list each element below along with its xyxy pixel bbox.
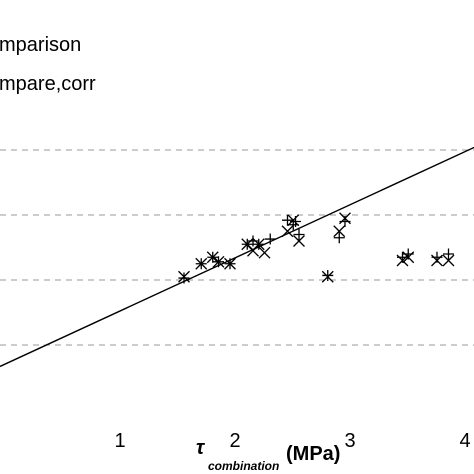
x-tick-label: 2 [229,430,240,452]
markers-layer [178,212,455,284]
x-axis-label-unit: (MPa) [286,443,340,465]
x-tick-label: 4 [459,430,470,452]
cross-marker [402,251,415,264]
fit-line-layer [0,146,474,368]
x-tick-labels: 1 2 3 4 [114,430,470,452]
x-axis-label: τ combination (MPa) [196,437,340,473]
cross-marker [212,255,225,268]
legend-entry-2: mpare,corr [0,73,96,95]
plus-marker [322,269,334,281]
plus-marker [293,229,305,240]
cross-marker [431,254,443,267]
cross-marker [321,270,334,283]
plus-marker [247,235,259,247]
plus-marker [264,233,276,245]
cross-marker [333,225,346,238]
cross-marker [252,238,265,251]
cross-marker [293,235,305,247]
x-tick-label: 3 [344,430,355,452]
cross-marker [224,257,236,270]
gridlines [0,149,474,346]
legend-entry-1: mparison [0,34,81,56]
cross-marker [281,225,294,238]
cross-marker [442,254,455,267]
plus-marker [443,248,454,260]
cross-marker [178,270,190,283]
x-tick-label: 1 [114,430,125,452]
x-axis-label-subscript: combination [208,459,279,473]
plus-marker [333,232,345,244]
plus-marker [178,272,190,284]
legend: mparison mpare,corr [0,34,96,95]
cross-marker [396,254,409,267]
cross-marker [339,212,351,225]
fit-line [0,146,474,368]
cross-marker [206,251,219,264]
cross-marker [195,257,208,270]
cross-marker [287,214,300,227]
x-axis-label-symbol: τ [196,437,206,459]
plus-marker [282,214,293,226]
cross-marker [258,246,271,259]
